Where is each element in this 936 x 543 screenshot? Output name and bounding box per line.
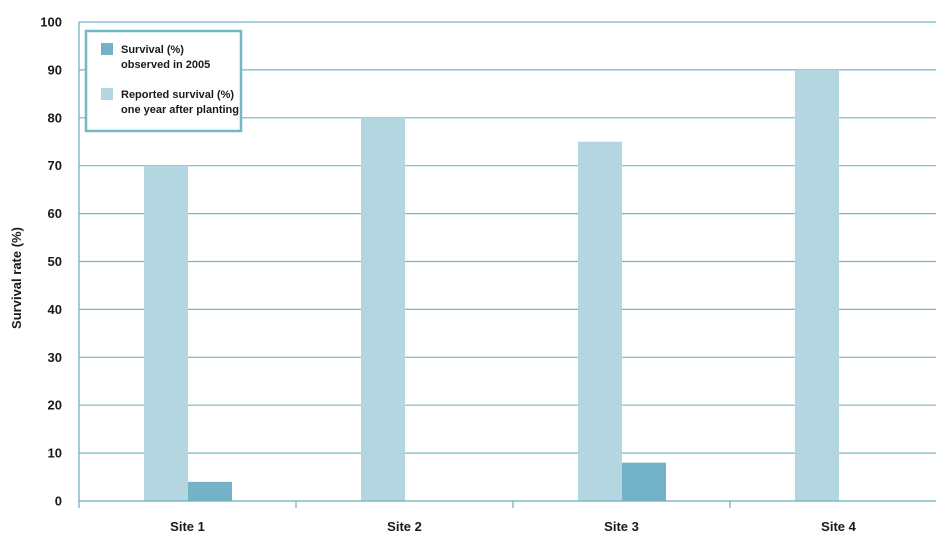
legend-swatch xyxy=(101,43,113,55)
legend-label: Survival (%) xyxy=(121,44,184,56)
gridlines xyxy=(79,21,936,454)
x-tick-labels: Site 1 Site 2 Site 3 Site 4 xyxy=(170,519,856,534)
bars xyxy=(144,69,839,502)
legend-label: one year after planting xyxy=(121,104,239,116)
y-tick-label: 20 xyxy=(48,398,62,413)
bar-site-2-series-1 xyxy=(361,117,405,502)
y-axis-title: Survival rate (%) xyxy=(9,227,24,329)
bar-site-4-series-1 xyxy=(795,69,839,502)
bar-site-3-series-1 xyxy=(578,141,622,501)
y-tick-label: 10 xyxy=(48,446,62,461)
bar-site-1-series-2 xyxy=(188,481,232,501)
y-tick-label: 70 xyxy=(48,158,62,173)
y-tick-label: 90 xyxy=(48,62,62,77)
axes xyxy=(78,22,936,508)
y-tick-label: 30 xyxy=(48,350,62,365)
bar-site-3-series-2 xyxy=(622,462,666,501)
x-tick-label: Site 4 xyxy=(821,519,856,534)
y-tick-label: 50 xyxy=(48,254,62,269)
x-tick-label: Site 3 xyxy=(604,519,639,534)
x-tick-label: Site 1 xyxy=(170,519,205,534)
legend-label: observed in 2005 xyxy=(121,59,210,71)
legend-swatch xyxy=(101,88,113,100)
y-tick-label: 80 xyxy=(48,110,62,125)
y-tick-label: 60 xyxy=(48,206,62,221)
y-tick-labels: 0 10 20 30 40 50 60 70 80 90 100 xyxy=(40,15,62,509)
x-tick-label: Site 2 xyxy=(387,519,422,534)
y-tick-label: 0 xyxy=(55,494,62,509)
y-tick-label: 40 xyxy=(48,302,62,317)
bar-site-1-series-1 xyxy=(144,165,188,501)
legend: Survival (%) observed in 2005 Reported sur… xyxy=(84,29,243,133)
legend-label: Reported survival (%) xyxy=(121,89,234,101)
y-tick-label: 100 xyxy=(40,15,62,30)
